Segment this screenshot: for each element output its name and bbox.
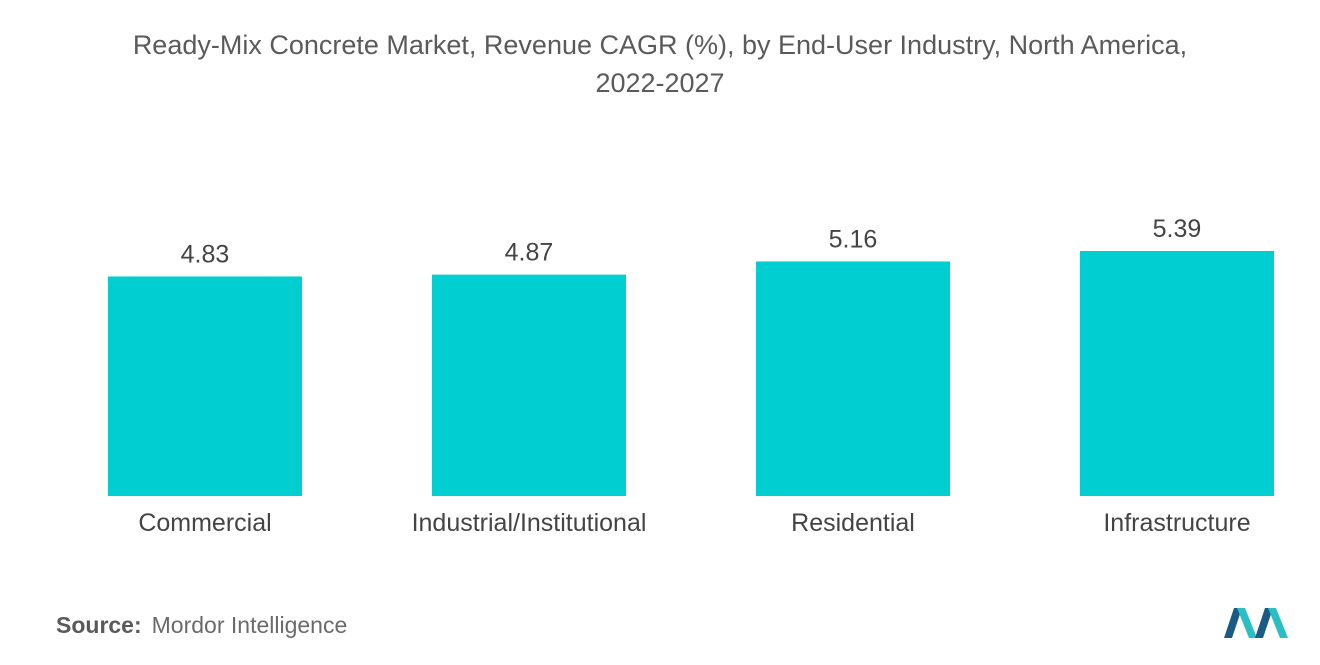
chart-title-line-1: Ready-Mix Concrete Market, Revenue CAGR … <box>132 30 1188 60</box>
bar-chart: 4.83 Commercial 4.87 Industrial/Institution… <box>108 215 1274 537</box>
data-label: 5.16 <box>829 225 878 253</box>
mordor-intelligence-logo-icon <box>1224 608 1288 638</box>
data-label: 5.39 <box>1153 215 1202 243</box>
source-note: Source: Mordor Intelligence <box>56 612 347 639</box>
source-label: Source: <box>56 612 142 638</box>
category-label: Commercial <box>138 509 271 537</box>
category-label: Residential <box>791 509 915 537</box>
data-label: 4.87 <box>505 239 554 267</box>
data-label: 4.83 <box>181 240 230 268</box>
category-label: Infrastructure <box>1103 509 1250 537</box>
bar-commercial <box>108 276 302 496</box>
source-value: Mordor Intelligence <box>151 612 348 638</box>
chart-title-line-2: 2022-2027 <box>595 68 725 98</box>
bar-infrastructure <box>1080 251 1274 496</box>
chart-title: Ready-Mix Concrete Market, Revenue CAGR … <box>0 26 1320 102</box>
category-label: Industrial/Institutional <box>412 509 647 537</box>
bar-residential <box>756 261 950 496</box>
bar-industrial-institutional <box>432 274 626 496</box>
